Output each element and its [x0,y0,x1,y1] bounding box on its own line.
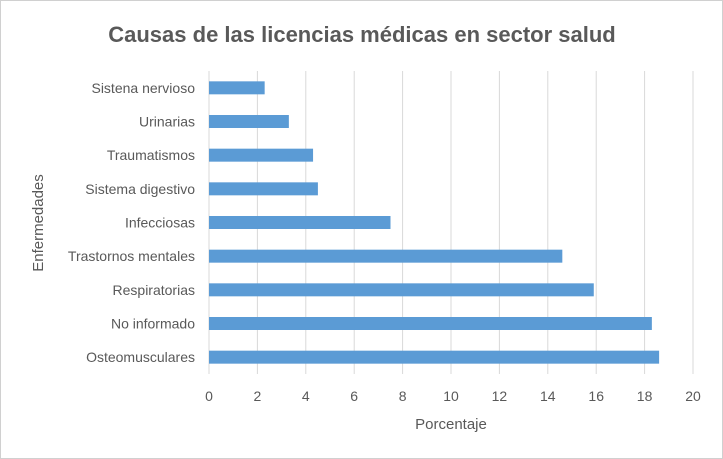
x-tick-label: 12 [492,388,508,404]
bar-1 [209,317,652,330]
x-tick-label: 20 [685,388,701,404]
bars [209,81,660,364]
bar-6 [209,148,314,162]
y-tick-label: Infecciosas [125,215,195,231]
x-tick-label: 16 [588,388,604,404]
y-tick-label: Sistena nervioso [91,80,195,96]
y-tick-labels: Osteomusculares No informado Respiratorias… [68,80,195,365]
bar-4 [209,216,391,229]
x-tick-label: 0 [205,388,213,404]
x-tick-label: 10 [443,388,459,404]
chart-title: Causas de las licencias médicas en secto… [108,22,615,47]
x-tick-label: 2 [254,388,262,404]
y-tick-label: Traumatismos [107,147,195,163]
bar-8 [209,81,265,95]
y-tick-label: Urinarias [139,114,195,130]
y-tick-label: Osteomusculares [86,349,195,365]
y-axis-label: Enfermedades [30,174,47,272]
x-axis-label: Porcentaje [415,416,487,433]
bar-3 [209,249,563,263]
y-tick-label: Sistema digestivo [85,181,195,197]
y-tick-label: Trastornos mentales [68,248,195,264]
bar-7 [209,115,289,128]
x-tick-label: 6 [350,388,358,404]
x-tick-label: 14 [540,388,556,404]
x-tick-label: 18 [637,388,653,404]
y-tick-label: Respiratorias [113,282,195,298]
x-tick-label: 4 [302,388,310,404]
x-tick-labels: 0 2 4 6 8 10 12 14 16 18 20 [205,388,701,404]
y-tick-label: No informado [111,316,195,332]
bar-2 [209,283,594,297]
x-tick-label: 8 [399,388,407,404]
bar-0 [209,350,660,364]
bar-5 [209,182,318,196]
